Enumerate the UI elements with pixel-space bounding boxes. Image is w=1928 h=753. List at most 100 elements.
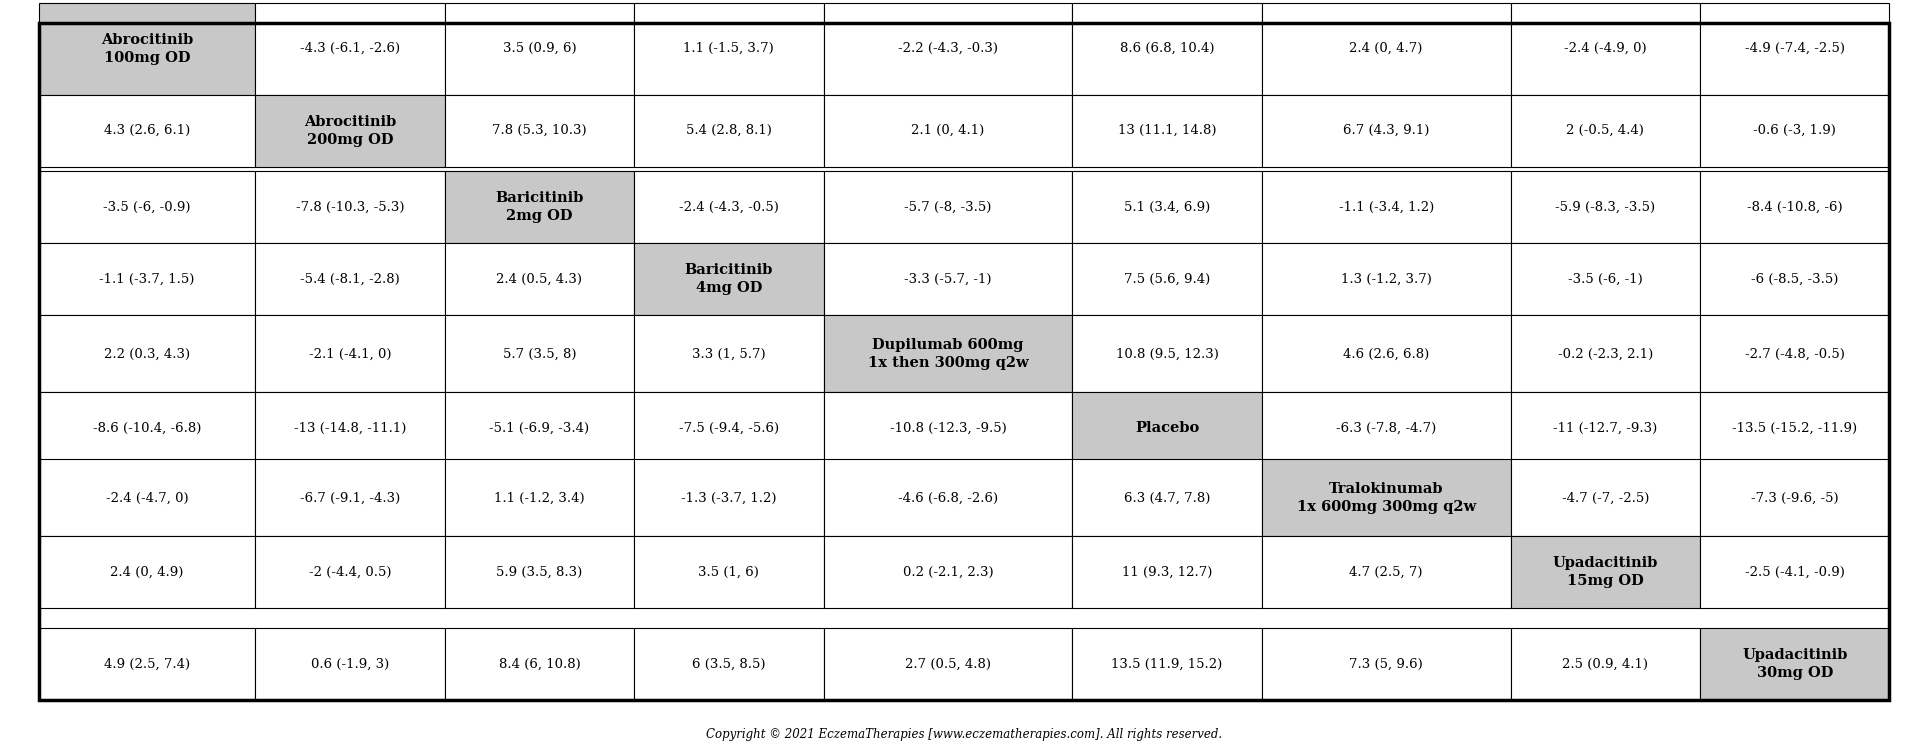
Text: 13 (11.1, 14.8): 13 (11.1, 14.8) [1118, 124, 1217, 137]
Bar [1072, 459, 1261, 536]
Bar [1512, 2, 1700, 95]
Bar [1072, 2, 1261, 95]
Text: 5.9 (3.5, 8.3): 5.9 (3.5, 8.3) [495, 566, 582, 579]
Bar [254, 95, 445, 166]
Bar [39, 95, 254, 166]
Text: -13 (-14.8, -11.1): -13 (-14.8, -11.1) [293, 422, 407, 434]
Bar [1261, 628, 1512, 700]
Bar [634, 95, 823, 166]
Bar [254, 243, 445, 316]
Text: -1.3 (-3.7, 1.2): -1.3 (-3.7, 1.2) [681, 492, 777, 505]
Text: Upadacitinib
30mg OD: Upadacitinib 30mg OD [1743, 648, 1847, 680]
Bar [254, 459, 445, 536]
Text: 2.7 (0.5, 4.8): 2.7 (0.5, 4.8) [904, 658, 991, 671]
Text: -13.5 (-15.2, -11.9): -13.5 (-15.2, -11.9) [1731, 422, 1857, 434]
Bar [254, 628, 445, 700]
Bar [1072, 536, 1261, 608]
Text: 7.5 (5.6, 9.4): 7.5 (5.6, 9.4) [1124, 273, 1211, 286]
Text: -0.6 (-3, 1.9): -0.6 (-3, 1.9) [1753, 124, 1835, 137]
Text: -2.1 (-4.1, 0): -2.1 (-4.1, 0) [308, 347, 391, 360]
Text: -6 (-8.5, -3.5): -6 (-8.5, -3.5) [1751, 273, 1839, 286]
Text: 6.7 (4.3, 9.1): 6.7 (4.3, 9.1) [1344, 124, 1429, 137]
Text: -1.1 (-3.4, 1.2): -1.1 (-3.4, 1.2) [1338, 201, 1434, 214]
Bar [39, 23, 1889, 700]
Text: -3.5 (-6, -1): -3.5 (-6, -1) [1567, 273, 1643, 286]
Text: -0.2 (-2.3, 2.1): -0.2 (-2.3, 2.1) [1558, 347, 1652, 360]
Text: Abrocitinib
100mg OD: Abrocitinib 100mg OD [100, 32, 193, 65]
Bar [823, 243, 1072, 316]
Bar [1261, 95, 1512, 166]
Bar [1512, 392, 1700, 464]
Text: 2.4 (0.5, 4.3): 2.4 (0.5, 4.3) [495, 273, 582, 286]
Text: 2.2 (0.3, 4.3): 2.2 (0.3, 4.3) [104, 347, 191, 360]
Text: 8.6 (6.8, 10.4): 8.6 (6.8, 10.4) [1120, 42, 1215, 55]
Bar [39, 172, 254, 243]
Text: -2.7 (-4.8, -0.5): -2.7 (-4.8, -0.5) [1745, 347, 1845, 360]
Text: -8.6 (-10.4, -6.8): -8.6 (-10.4, -6.8) [93, 422, 201, 434]
Text: -5.4 (-8.1, -2.8): -5.4 (-8.1, -2.8) [301, 273, 399, 286]
Text: 3.3 (1, 5.7): 3.3 (1, 5.7) [692, 347, 765, 360]
Text: 6.3 (4.7, 7.8): 6.3 (4.7, 7.8) [1124, 492, 1211, 505]
Bar [1700, 95, 1889, 166]
Text: -2.4 (-4.7, 0): -2.4 (-4.7, 0) [106, 492, 189, 505]
Bar [1072, 392, 1261, 464]
Text: -2.2 (-4.3, -0.3): -2.2 (-4.3, -0.3) [898, 42, 999, 55]
Bar [634, 536, 823, 608]
Text: -1.1 (-3.7, 1.5): -1.1 (-3.7, 1.5) [98, 273, 195, 286]
Bar [39, 628, 254, 700]
Text: 1.1 (-1.2, 3.4): 1.1 (-1.2, 3.4) [494, 492, 584, 505]
Bar [254, 2, 445, 95]
Text: 0.2 (-2.1, 2.3): 0.2 (-2.1, 2.3) [902, 566, 993, 579]
Bar [823, 172, 1072, 243]
Text: 2.4 (0, 4.7): 2.4 (0, 4.7) [1350, 42, 1423, 55]
Text: 2.4 (0, 4.9): 2.4 (0, 4.9) [110, 566, 183, 579]
Bar [1261, 316, 1512, 392]
Text: -2 (-4.4, 0.5): -2 (-4.4, 0.5) [308, 566, 391, 579]
Bar [1700, 459, 1889, 536]
Bar [1700, 536, 1889, 608]
Bar [39, 536, 254, 608]
Bar [823, 392, 1072, 464]
Bar [1072, 172, 1261, 243]
Bar [634, 243, 823, 316]
Bar [1072, 628, 1261, 700]
Bar [823, 628, 1072, 700]
Text: 1.1 (-1.5, 3.7): 1.1 (-1.5, 3.7) [683, 42, 775, 55]
Bar [39, 243, 254, 316]
Text: -2.4 (-4.9, 0): -2.4 (-4.9, 0) [1564, 42, 1647, 55]
Text: 13.5 (11.9, 15.2): 13.5 (11.9, 15.2) [1111, 658, 1222, 671]
Text: Placebo: Placebo [1136, 421, 1199, 435]
Bar [1072, 316, 1261, 392]
Text: Upadacitinib
15mg OD: Upadacitinib 15mg OD [1552, 556, 1658, 588]
Text: -3.3 (-5.7, -1): -3.3 (-5.7, -1) [904, 273, 991, 286]
Text: Baricitinib
4mg OD: Baricitinib 4mg OD [684, 264, 773, 295]
Text: -2.4 (-4.3, -0.5): -2.4 (-4.3, -0.5) [679, 201, 779, 214]
Bar [1512, 95, 1700, 166]
Bar [1512, 316, 1700, 392]
Text: -4.9 (-7.4, -2.5): -4.9 (-7.4, -2.5) [1745, 42, 1845, 55]
Text: 11 (9.3, 12.7): 11 (9.3, 12.7) [1122, 566, 1213, 579]
Bar [445, 628, 634, 700]
Bar [1072, 243, 1261, 316]
Text: 4.3 (2.6, 6.1): 4.3 (2.6, 6.1) [104, 124, 191, 137]
Bar [1512, 172, 1700, 243]
Bar [823, 459, 1072, 536]
Bar [634, 2, 823, 95]
Bar [1261, 392, 1512, 464]
Bar [445, 2, 634, 95]
Bar [254, 392, 445, 464]
Text: 4.6 (2.6, 6.8): 4.6 (2.6, 6.8) [1344, 347, 1429, 360]
Text: -11 (-12.7, -9.3): -11 (-12.7, -9.3) [1554, 422, 1658, 434]
Text: 4.7 (2.5, 7): 4.7 (2.5, 7) [1350, 566, 1423, 579]
Text: Copyright © 2021 EczemaTherapies [www.eczematherapies.com]. All rights reserved.: Copyright © 2021 EczemaTherapies [www.ec… [706, 727, 1222, 741]
Text: -4.3 (-6.1, -2.6): -4.3 (-6.1, -2.6) [301, 42, 399, 55]
Text: 5.7 (3.5, 8): 5.7 (3.5, 8) [503, 347, 576, 360]
Bar [39, 2, 254, 95]
Text: -8.4 (-10.8, -6): -8.4 (-10.8, -6) [1747, 201, 1843, 214]
Text: 3.5 (0.9, 6): 3.5 (0.9, 6) [503, 42, 576, 55]
Text: -7.8 (-10.3, -5.3): -7.8 (-10.3, -5.3) [295, 201, 405, 214]
Text: 8.4 (6, 10.8): 8.4 (6, 10.8) [499, 658, 580, 671]
Bar [634, 459, 823, 536]
Bar [1700, 628, 1889, 700]
Bar [823, 316, 1072, 392]
